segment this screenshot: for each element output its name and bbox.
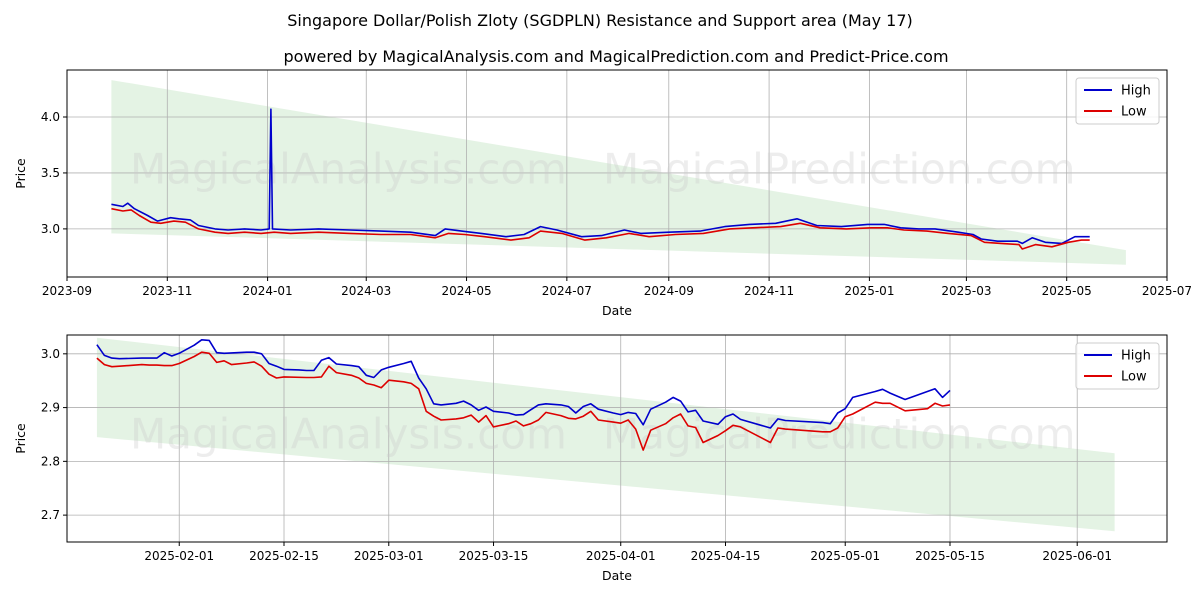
y-tick-label: 2.8 bbox=[41, 454, 60, 468]
x-tick-label: 2025-05-01 bbox=[810, 549, 880, 563]
y-tick-label: 3.0 bbox=[41, 347, 60, 361]
y-axis-label: Price bbox=[13, 423, 28, 454]
x-tick-label: 2024-11 bbox=[744, 284, 794, 298]
x-tick-label: 2025-04-15 bbox=[691, 549, 761, 563]
chart-subtitle: powered by MagicalAnalysis.com and Magic… bbox=[283, 47, 948, 66]
x-tick-label: 2025-01 bbox=[844, 284, 894, 298]
legend-label-high: High bbox=[1121, 349, 1151, 364]
x-tick-label: 2025-02-15 bbox=[249, 549, 319, 563]
watermark-text: MagicalPrediction.com bbox=[603, 144, 1076, 193]
x-tick-label: 2025-05 bbox=[1042, 284, 1092, 298]
series-line-high bbox=[111, 108, 1090, 245]
bottom-chart-panel: 2025-02-01 2025-02-15 2025-03-01 2025-03-15… bbox=[13, 334, 1168, 583]
watermark-text: MagicalAnalysis.com bbox=[130, 144, 567, 193]
y-tick-label: 2.7 bbox=[41, 508, 60, 522]
watermark-text: MagicalAnalysis.com bbox=[130, 409, 567, 458]
x-tick-label: 2025-03 bbox=[941, 284, 991, 298]
x-tick-label: 2025-03-01 bbox=[354, 549, 424, 563]
x-tick-label: 2024-09 bbox=[644, 284, 694, 298]
x-tick-label: 2025-07 bbox=[1142, 284, 1192, 298]
x-tick-label: 2024-03 bbox=[341, 284, 391, 298]
plot-frame bbox=[66, 334, 1168, 543]
support-resistance-band bbox=[111, 80, 1126, 265]
x-tick-label: 2024-05 bbox=[441, 284, 491, 298]
x-tick-label: 2024-01 bbox=[243, 284, 293, 298]
x-tick-label: 2023-11 bbox=[142, 284, 192, 298]
y-tick-label: 4.0 bbox=[41, 110, 60, 124]
x-tick-label: 2025-03-15 bbox=[459, 549, 529, 563]
series-line-high bbox=[96, 338, 951, 429]
legend-label-low: Low bbox=[1121, 370, 1147, 385]
chart-title: Singapore Dollar/Polish Zloty (SGDPLN) R… bbox=[287, 11, 913, 30]
series-line-low bbox=[111, 207, 1090, 250]
x-axis-label: Date bbox=[602, 303, 632, 318]
x-tick-label: 2025-05-15 bbox=[915, 549, 985, 563]
x-tick-label: 2025-04-01 bbox=[586, 549, 656, 563]
x-axis-label: Date bbox=[602, 568, 632, 583]
plot-frame bbox=[66, 69, 1168, 278]
support-resistance-band bbox=[96, 337, 1115, 532]
legend-label-high: High bbox=[1121, 84, 1151, 99]
x-tick-label: 2024-07 bbox=[542, 284, 592, 298]
top-chart-panel: 2023-09 2023-11 2024-01 2024-03 2024-05 2024-… bbox=[13, 69, 1192, 318]
watermark-text: MagicalPrediction.com bbox=[603, 409, 1076, 458]
x-tick-label: 2025-06-01 bbox=[1042, 549, 1112, 563]
y-tick-label: 2.9 bbox=[41, 401, 60, 415]
y-tick-label: 3.5 bbox=[41, 166, 60, 180]
y-tick-label: 3.0 bbox=[41, 222, 60, 236]
y-axis-label: Price bbox=[13, 158, 28, 189]
x-tick-label: 2023-09 bbox=[42, 284, 92, 298]
x-tick-label: 2025-02-01 bbox=[144, 549, 214, 563]
series-line-low bbox=[96, 351, 951, 451]
legend-label-low: Low bbox=[1121, 105, 1147, 120]
